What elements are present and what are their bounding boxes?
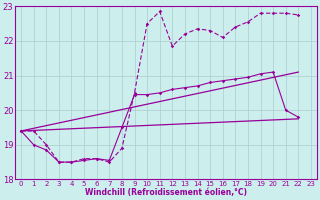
X-axis label: Windchill (Refroidissement éolien,°C): Windchill (Refroidissement éolien,°C): [85, 188, 247, 197]
